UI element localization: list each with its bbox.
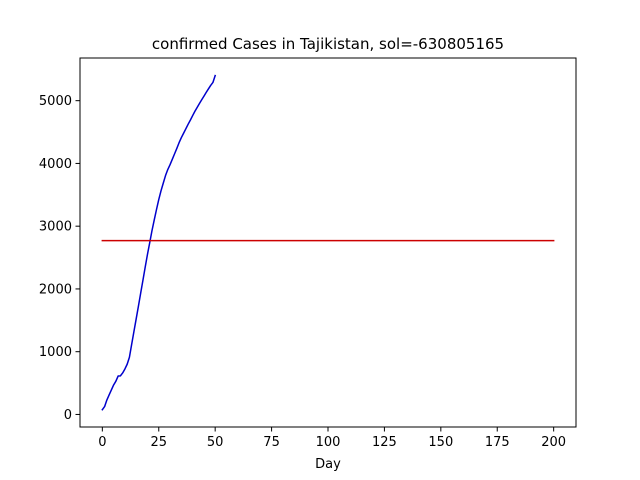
y-tick-label: 0 <box>64 408 72 423</box>
plot-area <box>80 58 576 427</box>
x-tick-label: 25 <box>150 435 167 450</box>
x-axis: 0 25 50 75 100 125 150 175 200 <box>98 427 566 450</box>
x-tick-label: 175 <box>485 435 510 450</box>
y-tick-label: 4000 <box>39 157 72 172</box>
x-tick-label: 125 <box>372 435 397 450</box>
series-layer <box>101 74 555 411</box>
chart-title: confirmed Cases in Tajikistan, sol=-6308… <box>152 35 504 53</box>
y-tick-label: 2000 <box>39 282 72 297</box>
y-axis: 0 1000 2000 3000 4000 5000 <box>39 94 80 423</box>
x-tick-label: 150 <box>428 435 453 450</box>
series-line-0 <box>101 74 217 411</box>
x-tick-label: 50 <box>207 435 224 450</box>
x-axis-label: Day <box>315 457 341 472</box>
y-tick-label: 3000 <box>39 220 72 235</box>
x-tick-label: 200 <box>541 435 566 450</box>
y-tick-label: 1000 <box>39 345 72 360</box>
x-tick-label: 75 <box>263 435 280 450</box>
x-tick-label: 0 <box>98 435 106 450</box>
y-tick-label: 5000 <box>39 94 72 109</box>
x-tick-label: 100 <box>316 435 341 450</box>
